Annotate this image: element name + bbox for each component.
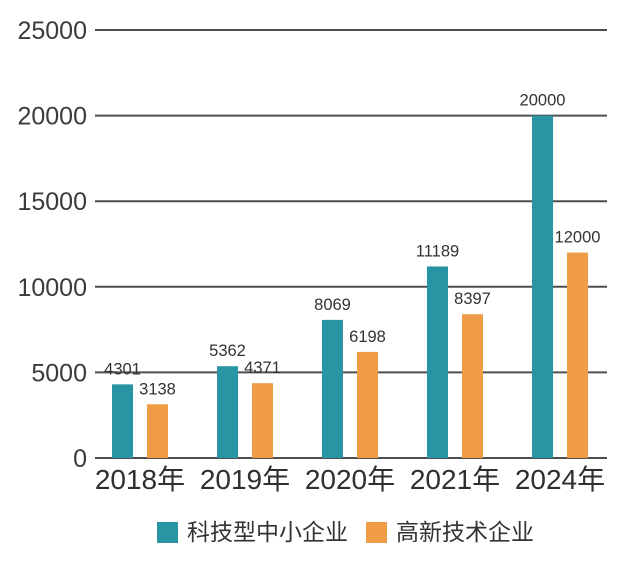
x-tick-label: 2024年 <box>515 464 605 495</box>
bar-s1-c2 <box>357 351 378 458</box>
bar-s0-c4 <box>532 115 553 458</box>
bar-value-label: 3138 <box>139 380 176 398</box>
bar-s1-c0 <box>147 404 168 458</box>
bar-s1-c4 <box>567 252 588 458</box>
bar-value-label: 20000 <box>520 92 566 110</box>
y-tick-label: 20000 <box>17 103 87 131</box>
bar-s0-c2 <box>322 319 343 458</box>
bar-value-label: 8397 <box>454 290 491 308</box>
legend-label: 科技型中小企业 <box>187 519 348 545</box>
bar-value-label: 4301 <box>104 360 141 378</box>
bar-value-label: 6198 <box>349 328 386 346</box>
x-tick-label: 2020年 <box>305 464 395 495</box>
bar-s1-c3 <box>462 314 483 458</box>
y-tick-label: 0 <box>73 445 87 473</box>
legend-swatch-icon <box>366 522 387 543</box>
legend-label: 高新技术企业 <box>396 519 534 545</box>
bar-value-label: 5362 <box>209 342 246 360</box>
y-tick-label: 5000 <box>31 359 87 387</box>
y-tick-label: 15000 <box>17 188 87 216</box>
bar-s0-c3 <box>427 266 448 458</box>
y-tick-label: 10000 <box>17 274 87 302</box>
x-tick-label: 2019年 <box>200 464 290 495</box>
legend-swatch-icon <box>157 522 178 543</box>
bar-s0-c1 <box>217 366 238 458</box>
bar-value-label: 11189 <box>416 242 459 260</box>
bar-s1-c1 <box>252 383 273 458</box>
chart-plot-area: 0 5000 10000 15000 20000 25000 4301 5362 8069 111… <box>17 17 607 495</box>
y-tick-label: 25000 <box>17 17 87 45</box>
bar-value-label: 12000 <box>555 229 601 247</box>
bar-value-label: 4371 <box>244 359 281 377</box>
legend-item-1: 高新技术企业 <box>366 521 534 544</box>
legend-item-0: 科技型中小企业 <box>157 521 348 544</box>
x-tick-label: 2021年 <box>410 464 500 495</box>
bar-s0-c0 <box>112 384 133 458</box>
chart-legend: 科技型中小企业 高新技术企业 <box>0 521 641 544</box>
x-tick-label: 2018年 <box>95 464 185 495</box>
bar-value-label: 8069 <box>314 296 351 314</box>
